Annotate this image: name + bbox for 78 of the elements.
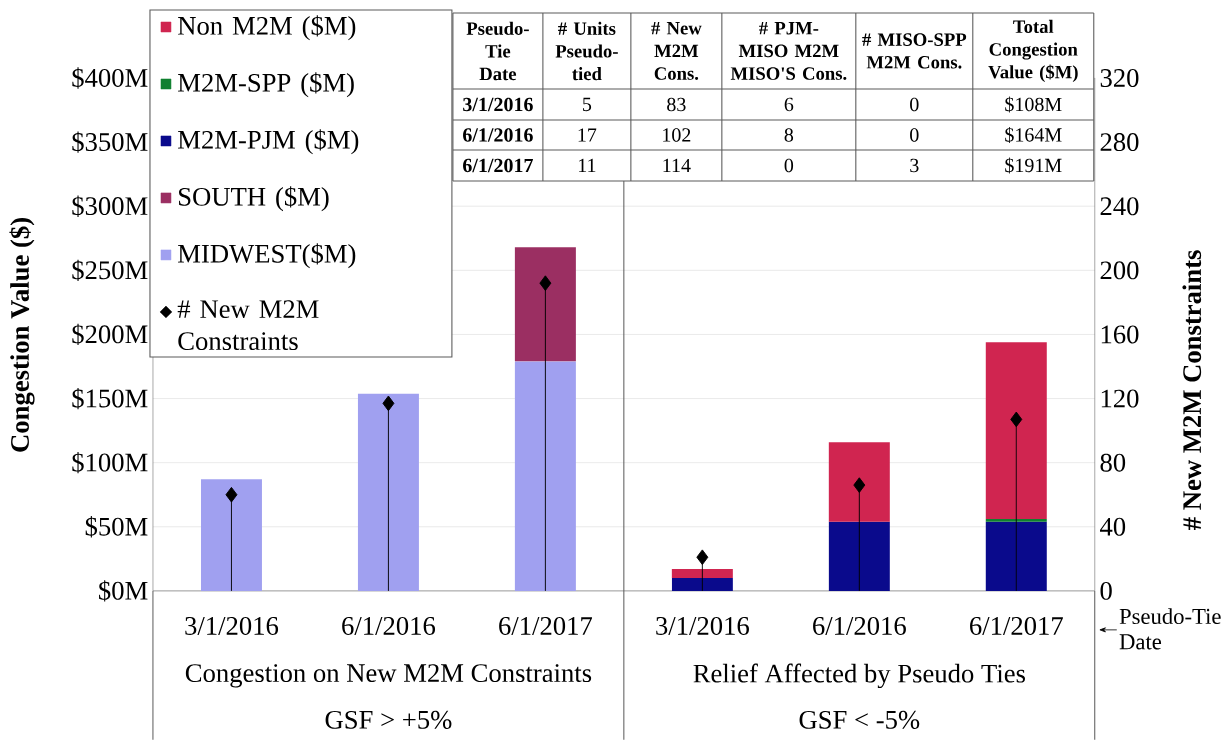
text: GSF < -5% [799, 710, 920, 729]
annotation: 0 [910, 97, 919, 112]
point [539, 275, 552, 291]
annotation: 6/1/2016 [463, 128, 533, 142]
y-axis-title: Congestion Value ($) [9, 217, 35, 452]
annotation: 17 [578, 128, 597, 142]
bar [985, 341, 1047, 519]
y2-tick-label: 40 [1100, 517, 1126, 536]
y2-tick-label: 320 [1100, 68, 1139, 87]
y2-tick-label: 240 [1100, 197, 1139, 216]
annotation: 102 [663, 128, 691, 142]
legend-label: SOUTH ($M) [179, 186, 329, 212]
annotation: 83 [667, 97, 686, 112]
y2-tick-label: 280 [1100, 132, 1139, 151]
x-tick-label: 3/1/2016 [656, 616, 749, 635]
y-tick-label: $300M [72, 195, 148, 217]
bar [671, 577, 733, 591]
bar [357, 393, 419, 591]
annotation: 11 [579, 158, 596, 172]
y-tick-label: $400M [72, 67, 148, 89]
y2-axis-title: # New M2M Constraints [1182, 250, 1202, 530]
y2-tick-label: 120 [1101, 389, 1139, 408]
x-tick-label: 6/1/2016 [813, 616, 906, 635]
text: Congestion on New M2M Constraints [185, 663, 592, 688]
y-tick-label: $350M [72, 131, 148, 153]
annotation: $108M [1005, 96, 1062, 113]
annotation: 6 [784, 97, 794, 112]
annotation: $164M [1005, 126, 1062, 143]
bar [985, 518, 1047, 522]
y-tick-label: $200M [72, 323, 148, 345]
annotation: # PJM-MISO M2M MISO'S Cons. [730, 21, 847, 80]
legend-label: MIDWEST($M) [178, 243, 356, 269]
bar [671, 568, 733, 578]
bar [985, 521, 1047, 591]
bar [514, 361, 576, 591]
y-tick-label: $0M [99, 580, 148, 602]
text: GSF > +5% [325, 710, 452, 729]
y-tick-label: $100M [72, 451, 148, 474]
x-tick-label: 6/1/2017 [970, 616, 1063, 635]
bar [828, 441, 890, 522]
point [1010, 411, 1023, 427]
y2-tick-label: 0 [1100, 581, 1112, 600]
bar [828, 521, 890, 591]
legend-label: Non M2M ($M) [178, 15, 356, 41]
y2-tick-label: 160 [1101, 325, 1139, 344]
text: # MISO-SPP M2M Cons. [862, 33, 967, 69]
point [696, 549, 709, 565]
y-tick-label: $50M [85, 515, 148, 538]
legend-label: M2M-SPP ($M) [178, 72, 354, 98]
point [382, 395, 395, 411]
x-tick-label: 3/1/2016 [185, 616, 279, 635]
annotation: Total Congestion Value ($M) [988, 19, 1078, 82]
legend-label: # New M2M Constraints [177, 300, 319, 350]
annotation: # New M2M Cons. [651, 21, 702, 80]
annotation: Pseudo-Tie Date [466, 21, 529, 81]
y-tick-label: $150M [72, 387, 148, 410]
annotation: 0 [784, 158, 794, 173]
annotation: 3/1/2016 [463, 97, 533, 112]
annotation: # Units Pseudo-tied [555, 21, 618, 81]
y2-tick-label: 200 [1100, 261, 1139, 280]
annotation: $191M [1005, 157, 1062, 174]
text: Relief Affected by Pseudo Ties [693, 663, 1025, 688]
annotation: 8 [784, 128, 794, 142]
x-tick-label: 6/1/2017 [499, 616, 593, 635]
annotation: 6/1/2017 [463, 158, 533, 173]
y-tick-label: $250M [72, 259, 148, 281]
annotation: 3 [910, 158, 919, 172]
point [225, 486, 238, 503]
bar [200, 479, 262, 591]
x-tick-label: 6/1/2016 [342, 616, 436, 635]
point [853, 477, 866, 493]
annotation: 0 [910, 128, 919, 142]
bar [514, 247, 576, 362]
annotation: 5 [583, 97, 592, 111]
text: Pseudo-Tie Date [1119, 607, 1221, 650]
y2-tick-label: 80 [1100, 453, 1126, 472]
annotation: 114 [663, 158, 691, 172]
legend-label: M2M-PJM ($M) [178, 129, 359, 155]
